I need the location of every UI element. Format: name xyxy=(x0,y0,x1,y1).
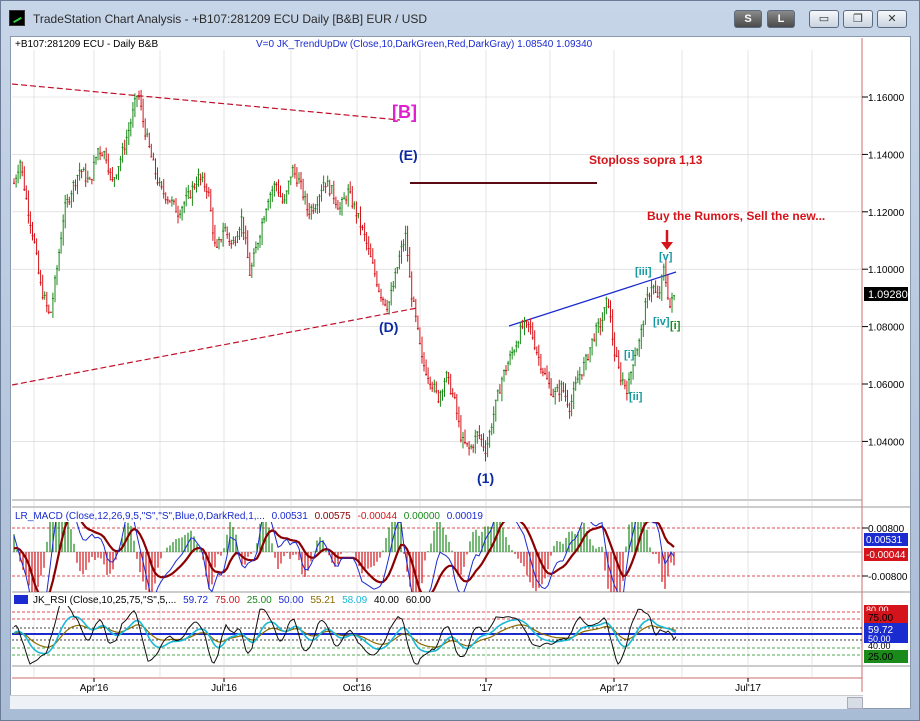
time-axis: Apr'16 Jul'16 Oct'16 '17 Apr'17 Jul'17 xyxy=(80,678,761,694)
title-bar[interactable]: TradeStation Chart Analysis - +B107:2812… xyxy=(1,1,919,37)
maximize-button[interactable]: ❐ xyxy=(843,10,873,28)
macd-label-value-3: -0.00044 xyxy=(358,511,398,522)
price-bars xyxy=(13,89,676,462)
s-menu-button[interactable]: S xyxy=(734,10,762,28)
rsi-badge-value: 59.72 xyxy=(868,625,893,636)
wave-e-label: (E) xyxy=(399,147,418,163)
channel-line xyxy=(508,271,677,327)
horizontal-scrollbar[interactable] xyxy=(10,695,863,709)
chart-app-icon xyxy=(9,10,25,26)
wave-d-label: (D) xyxy=(379,319,398,335)
scrollbar-thumb[interactable] xyxy=(847,697,863,709)
rsi-badge-25: 25.00 xyxy=(868,652,893,663)
rsi-label-value-2: 75.00 xyxy=(215,595,240,606)
rsi-badge-75: 75.00 xyxy=(868,613,893,624)
wave-b-label: [B] xyxy=(392,102,417,122)
rumors-note: Buy the Rumors, Sell the new... xyxy=(647,209,825,223)
wave-i-label: [i] xyxy=(624,349,635,361)
macd-panel: LR_MACD (Close,12,26,9,5,"S","S",Blue,0,… xyxy=(12,511,908,592)
rsi-label-value-1: 59.72 xyxy=(183,595,208,606)
macd-histogram xyxy=(13,522,675,592)
rsi-tick-40: 40.00 xyxy=(868,641,891,651)
wave-1-label: (1) xyxy=(477,470,494,486)
wave-v-label: [v] xyxy=(659,251,673,263)
macd-line xyxy=(13,522,675,592)
price-tick-label: 1.16000 xyxy=(868,93,905,104)
macd-label-value-4: 0.00000 xyxy=(404,511,441,522)
rsi-label-value-8: 60.00 xyxy=(406,595,431,606)
down-arrow-icon xyxy=(661,230,673,250)
price-tick-label: 1.10000 xyxy=(868,265,905,276)
close-button[interactable]: ✕ xyxy=(877,10,907,28)
trendlines xyxy=(12,83,677,386)
last-price-marker: 1.09280 xyxy=(864,287,908,301)
rsi-tick-80: 80.00 xyxy=(866,605,889,615)
chart-area[interactable]: 1.16000 1.14000 1.12000 1.10000 1.08000 1.060… xyxy=(10,36,911,709)
macd-label-value-1: 0.00531 xyxy=(272,511,309,522)
macd-label-value-5: 0.00019 xyxy=(447,511,484,522)
macd-label: LR_MACD (Close,12,26,9,5,"S","S",Blue,0,… xyxy=(15,511,483,522)
rsi-badge-50: 50.00 xyxy=(868,634,891,644)
wave-iii-label: [iii] xyxy=(635,266,652,278)
time-tick-label: Jul'17 xyxy=(735,683,761,694)
rsi-label-value-4: 50.00 xyxy=(279,595,304,606)
price-tick-label: 1.08000 xyxy=(868,323,905,334)
resistance-trendline xyxy=(12,83,401,121)
rsi-panel: JK_RSI (Close,10,25,75,"S",5,... 59.72 7… xyxy=(12,595,908,665)
price-header: +B107:281209 ECU - Daily B&B xyxy=(15,39,158,50)
rsi-label-value-3: 25.00 xyxy=(247,595,272,606)
price-tick-label: 1.06000 xyxy=(868,380,905,391)
rsi-label: JK_RSI (Close,10,25,75,"S",5,... 59.72 7… xyxy=(33,595,431,606)
macd-hist-badge: -0.00044 xyxy=(866,550,906,561)
macd-value-badge: 0.00531 xyxy=(866,535,903,546)
time-tick-label: Apr'16 xyxy=(80,683,109,694)
rsi-label-value-7: 40.00 xyxy=(374,595,399,606)
price-tick-label: 1.04000 xyxy=(868,437,905,448)
price-tick-label: 1.14000 xyxy=(868,150,905,161)
wave-iv-label: [iv] xyxy=(653,316,670,328)
time-tick-label: Oct'16 xyxy=(343,683,372,694)
chart-svg[interactable]: 1.16000 1.14000 1.12000 1.10000 1.08000 1.060… xyxy=(11,37,910,708)
support-trendline xyxy=(12,307,418,386)
price-tick-label: 1.12000 xyxy=(868,208,905,219)
macd-label-value-2: 0.00575 xyxy=(315,511,352,522)
rsi-average-line xyxy=(13,615,677,655)
rsi-label-name: JK_RSI (Close,10,25,75,"S",5,... xyxy=(33,595,176,606)
wave-ii-label: [ii] xyxy=(629,391,643,403)
time-tick-label: Jul'16 xyxy=(211,683,237,694)
time-tick-label: Apr'17 xyxy=(600,683,629,694)
rsi-line xyxy=(13,606,677,665)
stoploss-note: Stoploss sopra 1,13 xyxy=(589,153,703,167)
macd-label-name: LR_MACD (Close,12,26,9,5,"S","S",Blue,0,… xyxy=(15,511,265,522)
minimize-button[interactable]: ▭ xyxy=(809,10,839,28)
indicator-label: V=0 JK_TrendUpDw (Close,10,DarkGreen,Red… xyxy=(256,39,593,50)
last-price-value: 1.09280 xyxy=(868,289,908,301)
price-annotations: +B107:281209 ECU - Daily B&B V=0 JK_Tren… xyxy=(15,39,825,486)
wave-i-green-label: [i] xyxy=(670,320,681,332)
macd-tick-top: 0.00800 xyxy=(868,524,905,535)
macd-tick-bottom: -0.00800 xyxy=(868,572,908,583)
price-axis: 1.16000 1.14000 1.12000 1.10000 1.08000 1.060… xyxy=(862,93,905,448)
rsi-label-value-6: 58.09 xyxy=(342,595,367,606)
rsi-label-value-5: 55.21 xyxy=(310,595,335,606)
window-title: TradeStation Chart Analysis - +B107:2812… xyxy=(33,12,428,26)
time-tick-label: '17 xyxy=(479,683,492,694)
l-menu-button[interactable]: L xyxy=(767,10,795,28)
panel-frames xyxy=(12,38,910,692)
